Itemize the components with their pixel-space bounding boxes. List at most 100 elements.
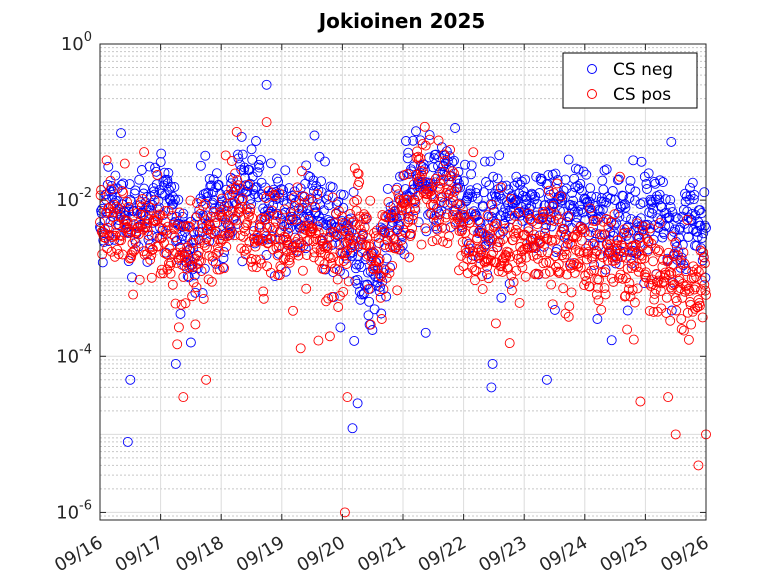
data-point (246, 199, 257, 210)
data-point-outlier (420, 140, 431, 151)
data-point (166, 181, 177, 192)
data-point (418, 166, 429, 177)
data-point (163, 205, 174, 216)
data-point (313, 211, 324, 221)
data-point (584, 281, 595, 292)
data-point (490, 318, 501, 329)
data-point (505, 251, 516, 262)
data-point (658, 254, 668, 265)
data-point (237, 193, 248, 204)
data-point (219, 247, 230, 258)
data-point (670, 238, 681, 249)
data-point (295, 343, 306, 354)
data-point (419, 121, 430, 132)
data-point-outlier (420, 327, 431, 338)
data-point (621, 252, 632, 263)
data-point (327, 182, 338, 193)
data-point (204, 173, 215, 184)
data-point (543, 206, 554, 217)
data-point (154, 202, 164, 213)
data-point (681, 264, 692, 275)
data-point (600, 267, 611, 278)
data-point (552, 244, 563, 255)
data-point (681, 266, 692, 277)
data-point (240, 180, 251, 191)
data-point (232, 149, 243, 160)
data-point (680, 286, 690, 297)
data-point-outlier (261, 117, 272, 128)
data-point (129, 234, 140, 245)
data-point (203, 274, 214, 285)
data-point (163, 168, 174, 178)
data-point (420, 223, 431, 234)
data-point (432, 224, 443, 235)
data-point (228, 187, 239, 197)
y-tick-label-base: 10 (61, 34, 84, 55)
data-point (214, 264, 225, 275)
data-point (113, 249, 124, 260)
data-point (672, 250, 683, 261)
data-point (375, 281, 386, 292)
data-point (333, 302, 344, 312)
data-point (699, 258, 710, 269)
data-point (591, 245, 602, 256)
data-point (691, 271, 702, 282)
data-point (620, 290, 631, 301)
data-point (254, 162, 265, 173)
data-point (179, 251, 190, 262)
data-point (477, 284, 488, 295)
data-point (243, 179, 254, 190)
data-point (610, 195, 620, 205)
data-point (371, 225, 382, 236)
data-point (404, 205, 415, 216)
data-point (497, 181, 508, 192)
data-point (540, 228, 550, 238)
data-point (105, 216, 116, 227)
data-point (173, 194, 184, 205)
legend-marker-cs-pos (587, 89, 597, 99)
data-point (563, 311, 574, 322)
data-point (504, 338, 515, 349)
data-point (364, 296, 375, 307)
data-point (655, 285, 666, 296)
data-point (653, 275, 664, 286)
data-point (543, 170, 554, 181)
data-point (339, 269, 350, 280)
data-point (470, 208, 481, 219)
data-point (678, 325, 689, 336)
data-point (567, 231, 578, 242)
data-point (671, 296, 682, 306)
data-point (230, 168, 241, 179)
data-point (347, 242, 357, 253)
data-point (698, 247, 709, 258)
data-point-outlier (352, 398, 363, 409)
data-point (635, 199, 646, 209)
data-point (100, 233, 111, 243)
data-point (245, 206, 255, 217)
data-point (241, 220, 252, 231)
data-point (176, 253, 187, 264)
data-point (96, 185, 107, 195)
data-point (498, 234, 509, 245)
data-point (525, 214, 536, 225)
data-point (211, 168, 222, 179)
data-point (120, 215, 131, 226)
data-point (667, 207, 678, 218)
data-point (614, 211, 625, 222)
data-point-outlier (339, 507, 350, 518)
data-point (437, 167, 448, 177)
data-point (641, 272, 652, 283)
data-point (608, 276, 619, 287)
data-point (333, 205, 344, 216)
data-point (485, 156, 496, 167)
data-point (568, 260, 579, 270)
data-point (431, 234, 442, 245)
data-point (567, 187, 577, 198)
data-point (687, 177, 698, 188)
data-point (111, 219, 121, 230)
data-point (321, 194, 332, 205)
data-point (446, 171, 457, 182)
data-point (514, 206, 525, 217)
data-point (444, 231, 454, 242)
